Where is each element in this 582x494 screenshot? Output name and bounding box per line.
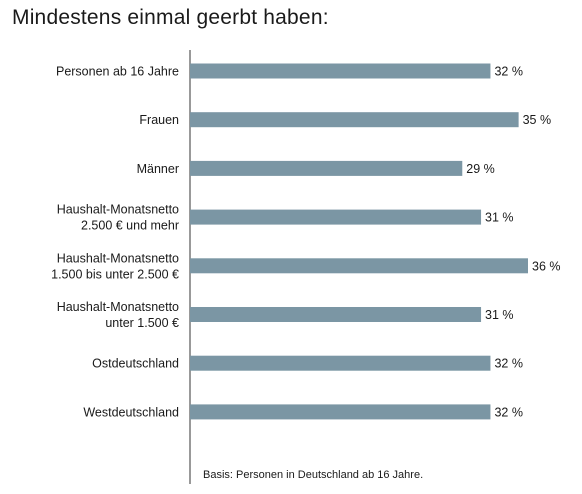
bar bbox=[190, 63, 491, 79]
category-label: Haushalt-Monatsnetto bbox=[57, 203, 179, 217]
category-label: Frauen bbox=[139, 113, 179, 127]
chart-title: Mindestens einmal geerbt haben: bbox=[12, 6, 329, 29]
bar-value-label: 32 % bbox=[494, 405, 523, 419]
bar bbox=[190, 355, 491, 371]
category-label: Ostdeutschland bbox=[92, 357, 179, 371]
bar bbox=[190, 258, 528, 274]
category-label: Männer bbox=[137, 162, 179, 176]
bar-value-label: 29 % bbox=[466, 162, 495, 176]
bar bbox=[190, 307, 482, 322]
bar-value-label: 32 % bbox=[494, 357, 523, 371]
category-label: 2.500 € und mehr bbox=[81, 219, 179, 233]
bar bbox=[190, 160, 463, 176]
bar-value-label: 32 % bbox=[494, 65, 523, 79]
category-label: Haushalt-Monatsnetto bbox=[57, 300, 179, 314]
bar-value-label: 35 % bbox=[523, 113, 552, 127]
bar-value-label: 36 % bbox=[532, 259, 561, 273]
category-label: Personen ab 16 Jahre bbox=[56, 65, 179, 79]
bar-value-label: 31 % bbox=[485, 308, 514, 322]
bar bbox=[190, 404, 491, 420]
bar bbox=[190, 112, 519, 128]
bar bbox=[190, 209, 482, 225]
category-label: Westdeutschland bbox=[83, 405, 179, 419]
bar-value-label: 31 % bbox=[485, 211, 514, 225]
category-label: Haushalt-Monatsnetto bbox=[57, 251, 179, 265]
category-label: unter 1.500 € bbox=[105, 316, 179, 330]
category-label: 1.500 bis unter 2.500 € bbox=[51, 267, 179, 281]
chart-note: Basis: Personen in Deutschland ab 16 Jah… bbox=[203, 469, 424, 481]
